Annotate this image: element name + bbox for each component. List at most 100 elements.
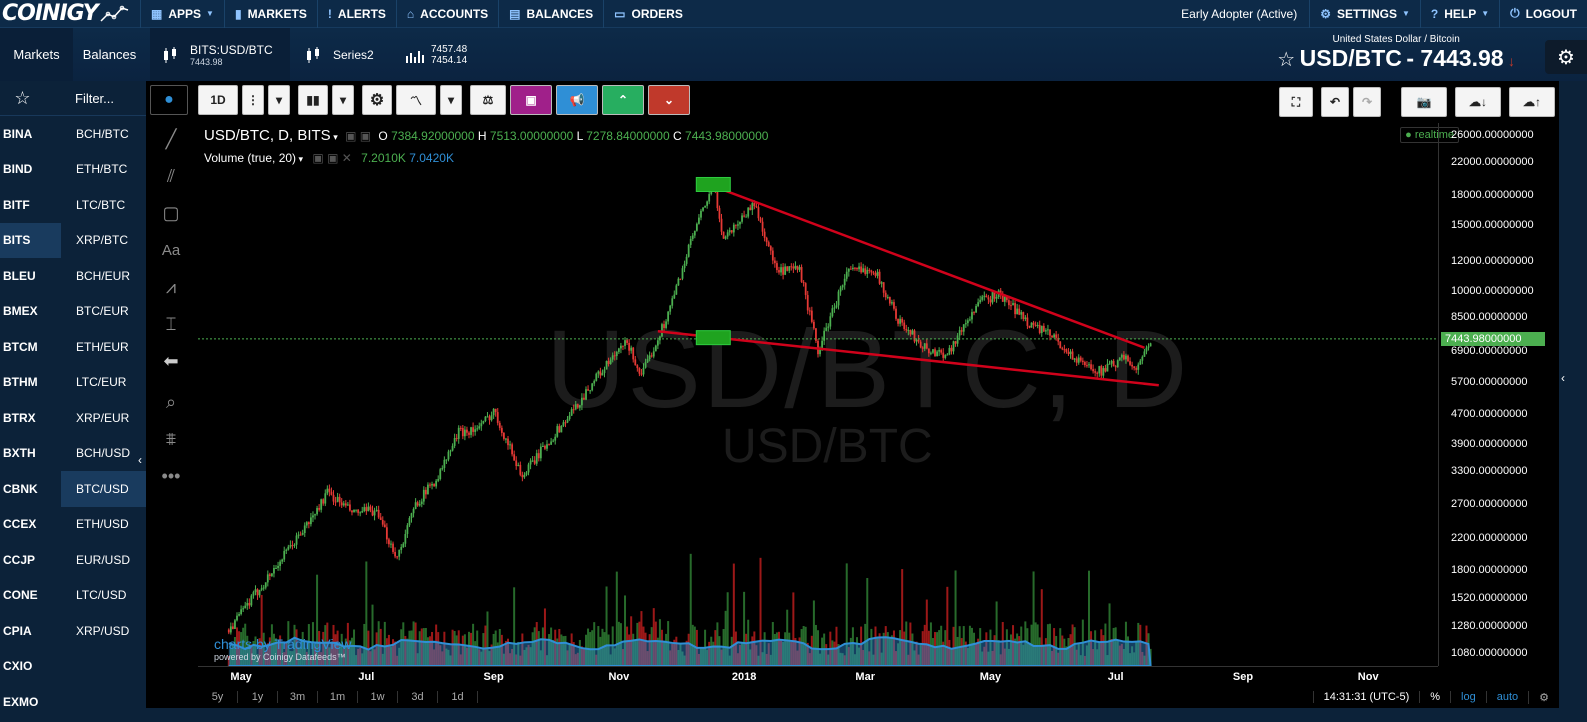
pattern-tool-icon[interactable]: ⩘ [165,277,177,297]
chart-style-dropdown-icon[interactable]: ▾ [332,85,354,115]
nav-settings[interactable]: ⚙ SETTINGS ▼ [1309,0,1420,28]
compare-icon[interactable]: ⚖ [470,85,506,115]
exchange-item[interactable]: BINA [3,126,33,141]
range-3m[interactable]: 3m [278,691,318,703]
rectangle-tool-icon[interactable]: ▢ [162,203,180,223]
interval-more-icon[interactable]: ⋮ [242,85,264,115]
tradingview-credit[interactable]: charts by TradingView powered by Coinigy… [214,636,351,662]
market-item[interactable] [61,649,146,685]
nav-apps[interactable]: ▦ APPS ▼ [140,0,224,28]
undo-icon[interactable]: ↶ [1321,87,1349,117]
nav-logout[interactable]: ⏻ LOGOUT [1499,0,1587,28]
log-toggle[interactable]: log [1450,691,1486,703]
axis-settings-gear-icon[interactable]: ⚙ [1528,690,1559,704]
percent-toggle[interactable]: % [1419,691,1450,703]
clock-time[interactable]: 14:31:31 (UTC-5) [1312,691,1420,703]
coinigy-logo[interactable]: COINIGY [0,0,140,28]
range-1y[interactable]: 1y [238,691,278,703]
nav-balances[interactable]: ▤ BALANCES [498,0,603,28]
exchange-item[interactable]: BTHM [3,375,38,390]
indicators-icon[interactable]: 〽 [396,85,436,115]
market-item[interactable] [61,684,146,720]
crosshair-tool-icon[interactable]: ● [150,85,188,115]
market-item[interactable]: XRP/BTC [76,233,129,248]
range-1m[interactable]: 1m [318,691,358,703]
exchange-item[interactable]: BITS [0,222,61,258]
exchange-item[interactable]: BXTH [3,446,36,461]
exchange-item[interactable]: BTCM [3,339,38,354]
market-item[interactable]: BCH/BTC [76,126,129,141]
redo-icon[interactable]: ↷ [1353,87,1381,117]
text-tool-icon[interactable]: Aa [161,242,181,259]
megaphone-icon[interactable]: 📢 [556,85,598,115]
market-item[interactable]: BCH/EUR [76,268,131,283]
market-item[interactable]: EUR/USD [76,552,131,567]
range-5y[interactable]: 5y [198,691,238,703]
measure-tool-icon[interactable]: ⌶ [165,314,177,334]
magnet-icon[interactable]: ⩨ [165,429,177,449]
market-item[interactable]: BTC/USD [61,471,146,507]
fib-tool-icon[interactable]: ⫽ [166,166,176,186]
exchange-item[interactable]: BMEX [3,304,38,319]
exchange-item[interactable]: CCJP [3,552,36,567]
nav-orders[interactable]: ▭ ORDERS [603,0,693,28]
indicators-dropdown-icon[interactable]: ▾ [440,85,462,115]
cube-icon[interactable]: ▣ [510,85,552,115]
market-item[interactable]: ETH/EUR [76,339,129,354]
series-tab-2[interactable]: Series2 [305,28,395,81]
expand-right-icon[interactable]: ‹ [1561,371,1565,385]
exchange-item[interactable]: CBNK [3,481,38,496]
interval-dropdown-icon[interactable]: ▾ [268,85,290,115]
favorite-star-icon[interactable]: ☆ [1277,49,1296,71]
range-3d[interactable]: 3d [398,691,438,703]
nav-help[interactable]: ? HELP ▼ [1419,0,1499,28]
market-item[interactable]: XRP/EUR [76,410,130,425]
remove-drawing-icon[interactable]: ⬅ [163,351,179,371]
interval-button[interactable]: 1D [198,85,238,115]
fullscreen-icon[interactable]: ⛶ [1279,87,1313,117]
trendline-tool-icon[interactable]: ╱ [165,129,177,149]
legend-settings-icon[interactable]: ▣ ▣ [345,129,372,143]
market-item[interactable]: ETH/BTC [76,162,128,177]
collapse-sidebar-icon[interactable]: ‹ [138,453,142,467]
exchange-item[interactable]: BITF [3,197,30,212]
cloud-download-icon[interactable]: ☁↓ [1455,87,1501,117]
series-tab-main[interactable]: BITS:USD/BTC 7443.98 [150,28,290,81]
tab-balances[interactable]: Balances [82,47,137,62]
chart-style-candles-icon[interactable]: ▮▮ [298,85,328,115]
exchange-item[interactable]: CCEX [3,517,37,532]
more-tools-icon[interactable]: ••• [161,466,181,486]
range-1w[interactable]: 1w [358,691,398,703]
market-item[interactable]: LTC/USD [76,588,127,603]
chart-settings-gear-icon[interactable]: ⚙ [1545,40,1587,74]
exchange-item[interactable]: BIND [3,162,33,177]
market-filter-input[interactable]: Filter... [75,90,115,106]
favorites-star-icon[interactable]: ☆ [14,87,31,108]
gear-icon[interactable]: ⚙ [362,85,392,115]
exchange-item[interactable]: EXMO [3,694,39,709]
market-item[interactable]: XRP/USD [76,623,130,638]
down-arrow-icon[interactable]: ⌄ [648,85,690,115]
cloud-upload-icon[interactable]: ☁↑ [1509,87,1555,117]
exchange-item[interactable]: CPIA [3,623,32,638]
price-axis[interactable]: 26000.00000000 22000.00000000 18000.000000… [1438,123,1559,666]
time-axis[interactable]: May Jul Sep Nov 2018 Mar May Jul Sep Nov [198,666,1438,686]
market-item[interactable]: BCH/USD [76,446,131,461]
tab-markets[interactable]: Markets [0,28,73,81]
range-1d[interactable]: 1d [438,691,478,703]
auto-toggle[interactable]: auto [1485,691,1528,703]
up-arrow-icon[interactable]: ⌃ [602,85,644,115]
nav-accounts[interactable]: ⌂ ACCOUNTS [395,0,498,28]
volume-label[interactable]: Volume (true, 20) [204,151,297,165]
series-title[interactable]: USD/BTC, D, BITS [204,127,331,144]
market-item[interactable]: ETH/USD [76,517,129,532]
camera-icon[interactable]: 📷 [1401,87,1447,117]
nav-alerts[interactable]: ! ALERTS [316,0,396,28]
exchange-item[interactable]: CONE [3,588,38,603]
series-tab-3[interactable]: 7457.48 7454.14 [405,28,495,81]
nav-markets[interactable]: ▮ MARKETS [223,0,317,28]
market-item[interactable]: LTC/EUR [76,375,127,390]
exchange-item[interactable]: BTRX [3,410,36,425]
exchange-item[interactable]: BLEU [3,268,36,283]
market-item[interactable]: LTC/BTC [76,197,126,212]
